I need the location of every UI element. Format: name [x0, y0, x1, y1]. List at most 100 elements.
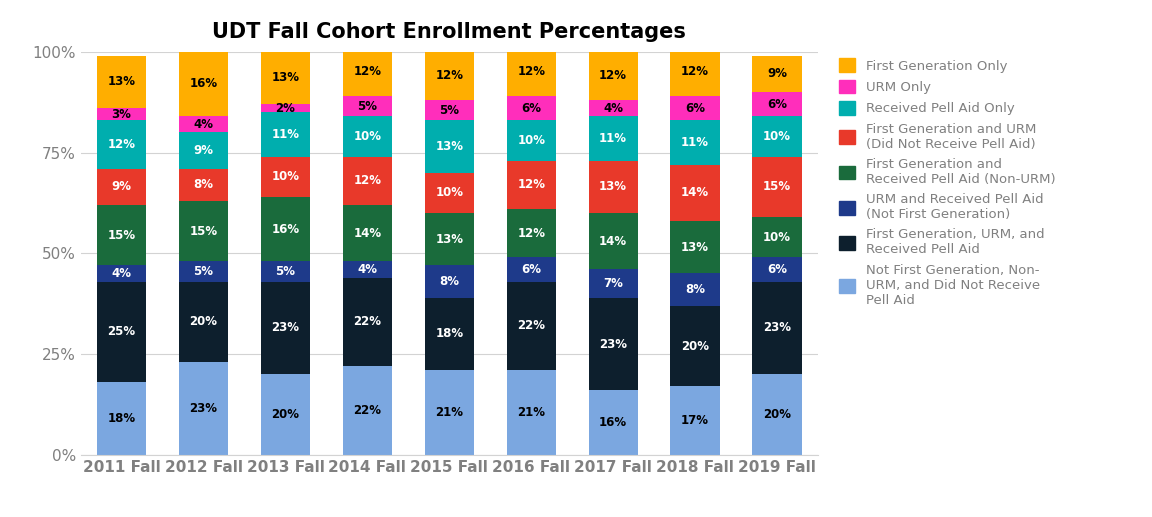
- Text: 8%: 8%: [194, 178, 213, 191]
- Text: 5%: 5%: [357, 100, 378, 113]
- Bar: [589, 390, 638, 455]
- Bar: [179, 201, 228, 262]
- Text: 21%: 21%: [435, 406, 463, 419]
- Text: 4%: 4%: [357, 263, 378, 276]
- Text: 6%: 6%: [521, 263, 541, 276]
- Bar: [425, 298, 473, 370]
- Text: 18%: 18%: [107, 412, 136, 425]
- Bar: [507, 161, 555, 209]
- Bar: [425, 265, 473, 298]
- Bar: [179, 116, 228, 132]
- Bar: [260, 262, 310, 282]
- Bar: [343, 278, 392, 366]
- Text: 10%: 10%: [435, 186, 463, 200]
- Bar: [670, 164, 720, 221]
- Text: 20%: 20%: [681, 340, 708, 353]
- Text: 10%: 10%: [272, 170, 300, 183]
- Text: 13%: 13%: [435, 140, 463, 153]
- Title: UDT Fall Cohort Enrollment Percentages: UDT Fall Cohort Enrollment Percentages: [212, 22, 687, 42]
- Text: 16%: 16%: [272, 223, 300, 236]
- Bar: [179, 169, 228, 201]
- Bar: [260, 112, 310, 157]
- Text: 23%: 23%: [272, 322, 300, 334]
- Bar: [179, 262, 228, 282]
- Bar: [752, 157, 802, 217]
- Bar: [670, 96, 720, 120]
- Bar: [752, 257, 802, 282]
- Bar: [179, 132, 228, 169]
- Text: 20%: 20%: [763, 408, 791, 421]
- Bar: [589, 116, 638, 161]
- Text: 6%: 6%: [685, 102, 705, 115]
- Text: 7%: 7%: [604, 277, 623, 290]
- Bar: [670, 48, 720, 96]
- Bar: [260, 157, 310, 197]
- Text: 12%: 12%: [681, 65, 708, 79]
- Text: 13%: 13%: [435, 233, 463, 246]
- Text: 12%: 12%: [107, 138, 136, 151]
- Text: 6%: 6%: [767, 263, 787, 276]
- Bar: [589, 100, 638, 116]
- Text: 25%: 25%: [107, 326, 136, 339]
- Text: 21%: 21%: [517, 406, 545, 419]
- Bar: [589, 269, 638, 298]
- Legend: First Generation Only, URM Only, Received Pell Aid Only, First Generation and UR: First Generation Only, URM Only, Receive…: [840, 58, 1055, 307]
- Text: 12%: 12%: [599, 69, 627, 82]
- Text: 22%: 22%: [517, 320, 545, 332]
- Text: 8%: 8%: [685, 283, 705, 296]
- Bar: [425, 173, 473, 213]
- Text: 9%: 9%: [112, 180, 131, 193]
- Text: 13%: 13%: [599, 180, 627, 193]
- Bar: [752, 217, 802, 257]
- Bar: [507, 370, 555, 455]
- Bar: [179, 52, 228, 116]
- Text: 13%: 13%: [681, 241, 708, 254]
- Text: 18%: 18%: [435, 327, 463, 341]
- Bar: [97, 169, 146, 205]
- Bar: [97, 120, 146, 169]
- Text: 11%: 11%: [681, 136, 708, 149]
- Text: 20%: 20%: [190, 315, 218, 328]
- Text: 23%: 23%: [763, 322, 791, 334]
- Text: 5%: 5%: [194, 265, 213, 278]
- Bar: [343, 205, 392, 262]
- Bar: [752, 56, 802, 92]
- Text: 9%: 9%: [767, 67, 787, 80]
- Bar: [670, 386, 720, 455]
- Bar: [425, 120, 473, 173]
- Bar: [343, 157, 392, 205]
- Text: 2%: 2%: [275, 102, 295, 115]
- Bar: [589, 52, 638, 100]
- Bar: [260, 374, 310, 455]
- Text: 22%: 22%: [354, 315, 381, 328]
- Text: 4%: 4%: [112, 267, 131, 280]
- Text: 12%: 12%: [435, 69, 463, 82]
- Bar: [589, 161, 638, 213]
- Bar: [97, 383, 146, 455]
- Text: 12%: 12%: [517, 65, 545, 79]
- Text: 13%: 13%: [107, 75, 136, 88]
- Text: 12%: 12%: [517, 178, 545, 191]
- Text: 14%: 14%: [354, 226, 381, 240]
- Bar: [589, 213, 638, 269]
- Bar: [670, 273, 720, 306]
- Bar: [179, 362, 228, 455]
- Text: 5%: 5%: [439, 104, 460, 117]
- Bar: [507, 120, 555, 161]
- Text: 16%: 16%: [599, 416, 627, 429]
- Bar: [343, 96, 392, 116]
- Bar: [752, 282, 802, 374]
- Bar: [260, 104, 310, 112]
- Bar: [343, 48, 392, 96]
- Bar: [343, 366, 392, 455]
- Text: 15%: 15%: [107, 229, 136, 241]
- Bar: [752, 374, 802, 455]
- Text: 12%: 12%: [517, 226, 545, 240]
- Text: 6%: 6%: [521, 102, 541, 115]
- Text: 12%: 12%: [354, 65, 381, 79]
- Text: 8%: 8%: [439, 275, 460, 288]
- Bar: [752, 92, 802, 116]
- Text: 22%: 22%: [354, 404, 381, 417]
- Bar: [589, 298, 638, 390]
- Text: 4%: 4%: [604, 102, 623, 115]
